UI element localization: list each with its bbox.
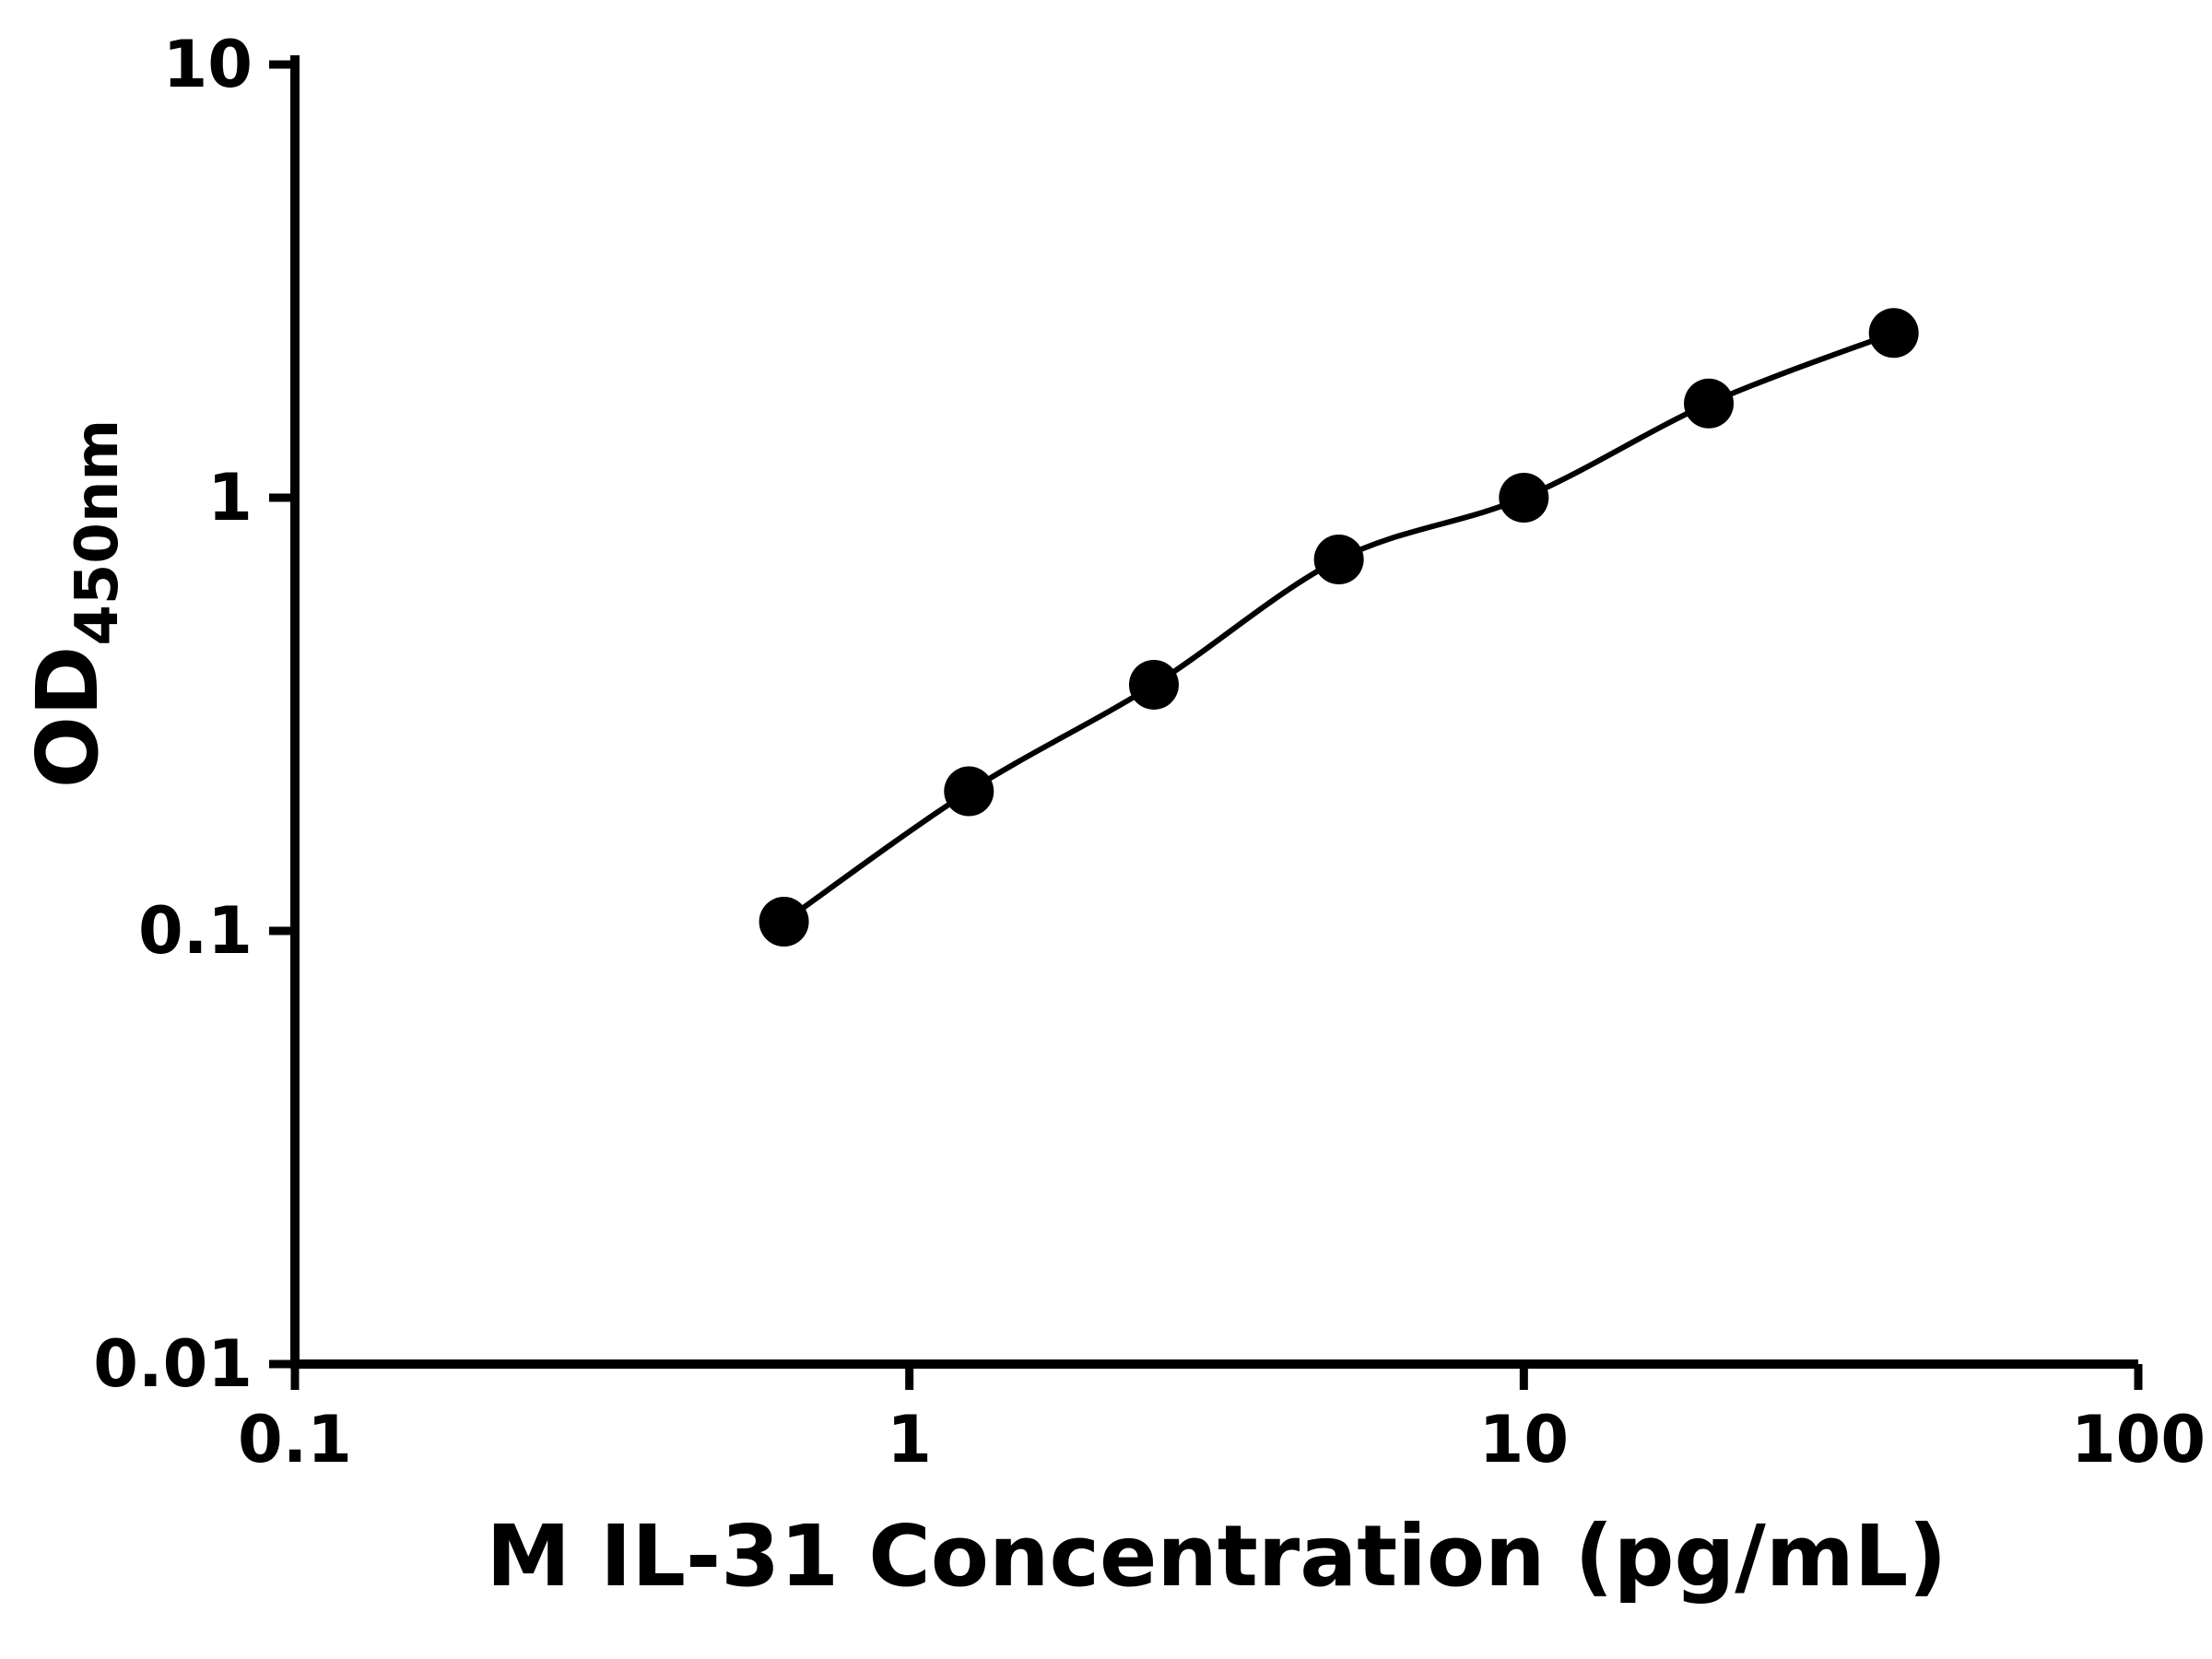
y-axis-title-subscript: 450nm [64, 419, 132, 646]
y-tick-label: 1 [207, 460, 253, 535]
standard-curve-line [782, 330, 1895, 924]
y-tick-label: 0.1 [138, 893, 253, 969]
y-axis-title-main: OD [18, 646, 117, 789]
data-point-marker [944, 766, 994, 817]
y-tick-label: 0.01 [93, 1326, 253, 1402]
x-axis-title: M IL-31 Concentration (pg/mL) [487, 1507, 1947, 1606]
data-point-marker [1128, 659, 1179, 710]
y-tick-label: 10 [163, 27, 253, 102]
data-point-marker [1868, 308, 1919, 359]
x-tick-label: 0.1 [238, 1402, 352, 1477]
data-point-marker [1499, 473, 1549, 523]
x-tick-label: 10 [1479, 1402, 1569, 1477]
data-point-marker [759, 897, 809, 947]
y-axis-title: OD450nm [18, 419, 132, 788]
x-tick-label: 1 [887, 1402, 932, 1477]
data-point-marker [1684, 378, 1735, 429]
x-tick-label: 100 [2071, 1402, 2206, 1477]
data-point-marker [1313, 535, 1364, 585]
